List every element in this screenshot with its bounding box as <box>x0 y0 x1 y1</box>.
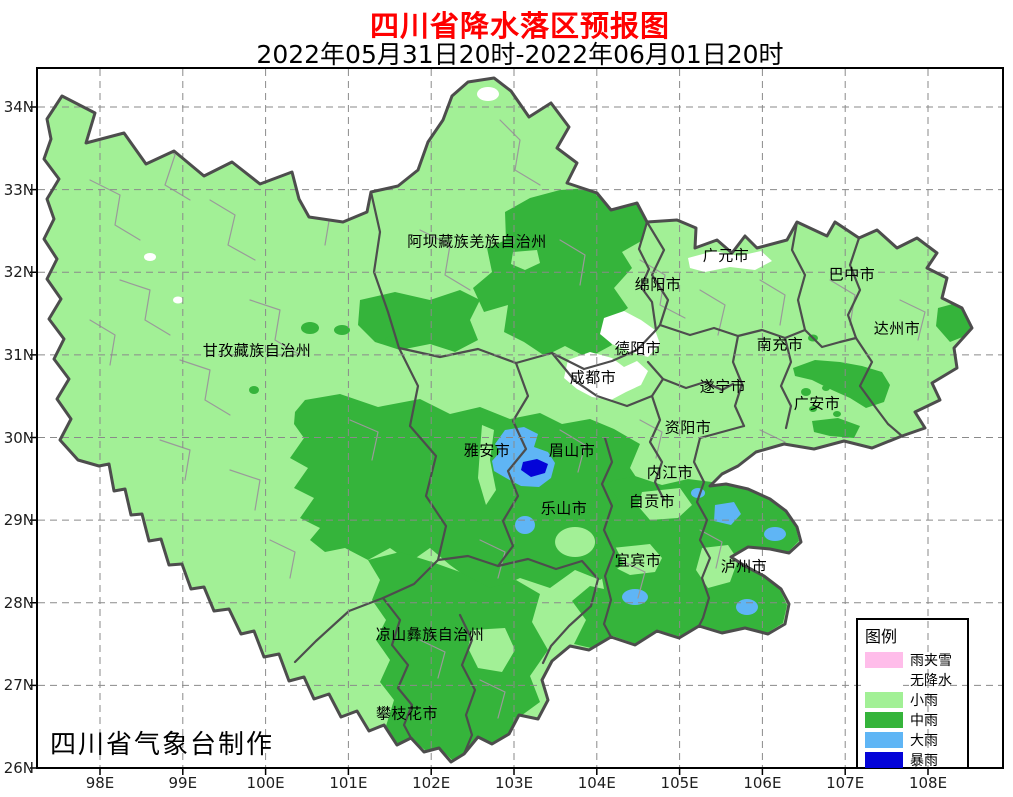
axis-ticks <box>30 106 929 775</box>
plot-frame <box>36 67 1004 769</box>
region-label: 德阳市 <box>614 339 662 358</box>
legend: 图例 雨夹雪无降水小雨中雨大雨暴雨 <box>856 618 969 769</box>
no-precip-mianyang-band <box>688 251 772 272</box>
region-label: 泸州市 <box>720 557 768 576</box>
region-label: 自贡市 <box>628 492 676 511</box>
region-label: 乐山市 <box>540 499 588 518</box>
region-label: 雅安市 <box>463 441 511 460</box>
region-label: 甘孜藏族自治州 <box>202 341 312 360</box>
region-label: 成都市 <box>569 368 617 387</box>
province-border <box>42 76 974 764</box>
no-precip-blob <box>477 87 499 101</box>
legend-swatch <box>865 712 903 728</box>
moderate-rain-areas <box>249 188 972 760</box>
region-label: 眉山市 <box>548 441 596 460</box>
y-tick-label: 34N <box>3 98 34 116</box>
legend-item: 暴雨 <box>865 750 967 770</box>
y-tick-label: 33N <box>3 180 34 199</box>
legend-swatch <box>865 752 903 768</box>
moderate-rain-blob <box>822 385 830 391</box>
y-tick-label: 28N <box>3 593 34 612</box>
moderate-rain-blob <box>334 325 350 335</box>
x-tick-label: 102E <box>412 774 451 792</box>
moderate-rain-aba-west-lobe <box>358 290 480 352</box>
y-tick-label: 27N <box>3 676 34 695</box>
region-label: 南充市 <box>756 335 804 354</box>
page-title: 四川省降水落区预报图 <box>369 9 670 43</box>
no-precip-blob <box>747 210 767 222</box>
region-label: 绵阳市 <box>634 275 682 294</box>
region-label: 广安市 <box>793 394 841 413</box>
x-tick-label: 108E <box>908 774 948 792</box>
legend-items: 雨夹雪无降水小雨中雨大雨暴雨 <box>865 650 967 770</box>
legend-label: 无降水 <box>910 673 952 689</box>
heavy-rain-blob <box>622 589 648 605</box>
attribution: 四川省气象台制作 <box>50 730 275 760</box>
region-label: 宜宾市 <box>614 551 662 570</box>
region-label: 遂宁市 <box>699 377 747 396</box>
legend-item: 小雨 <box>865 690 967 710</box>
y-tick-label: 31N <box>3 345 34 364</box>
heavy-rain-luzhou-north <box>714 502 741 525</box>
legend-swatch <box>865 732 903 748</box>
x-tick-label: 99E <box>168 774 198 792</box>
legend-item: 雨夹雪 <box>865 650 967 670</box>
legend-item: 大雨 <box>865 730 967 750</box>
moderate-rain-blob <box>301 322 319 334</box>
y-tick-label: 32N <box>3 263 34 282</box>
moderate-rain-blob <box>249 386 259 394</box>
moderate-rain-dazhou <box>793 360 890 408</box>
region-label: 攀枝花市 <box>375 704 439 723</box>
moderate-rain-aba <box>473 188 648 358</box>
legend-label: 暴雨 <box>910 753 938 769</box>
moderate-rain-huaying-ridge <box>812 418 860 438</box>
heavy-rain-blob <box>515 516 535 534</box>
x-tick-label: 106E <box>743 774 782 792</box>
x-tick-label: 101E <box>329 774 368 792</box>
heavy-rain-blob <box>736 599 758 615</box>
region-label: 资阳市 <box>664 418 712 437</box>
x-tick-label: 107E <box>826 774 865 792</box>
moderate-rain-blob <box>833 411 841 417</box>
y-tick-label: 30N <box>3 428 34 447</box>
no-precip-blob <box>144 253 156 261</box>
legend-label: 大雨 <box>910 733 938 749</box>
region-label: 凉山彝族自治州 <box>375 625 485 644</box>
x-tick-label: 103E <box>494 774 534 792</box>
no-precip-blob <box>173 296 183 304</box>
region-label: 内江市 <box>646 463 694 482</box>
legend-label: 雨夹雪 <box>910 653 952 669</box>
moderate-rain-blob <box>809 406 817 412</box>
moderate-rain-yaan-leshan <box>290 394 644 592</box>
legend-swatch <box>865 652 903 668</box>
moderate-rain-liangshan-panzhihua <box>368 552 548 760</box>
legend-swatch <box>865 692 903 708</box>
legend-title: 图例 <box>865 627 898 646</box>
x-tick-label: 104E <box>577 774 616 792</box>
region-label: 阿坝藏族羌族自治州 <box>407 232 547 251</box>
x-tick-label: 105E <box>660 774 699 792</box>
heavy-rain-blob <box>764 527 786 541</box>
legend-item: 无降水 <box>865 670 967 690</box>
region-label: 巴中市 <box>828 265 876 284</box>
legend-label: 中雨 <box>910 713 938 729</box>
forecast-period: 2022年05月31日20时-2022年06月01日20时 <box>256 40 784 69</box>
region-label: 达州市 <box>873 319 921 338</box>
legend-label: 小雨 <box>910 693 938 709</box>
legend-swatch <box>865 672 903 688</box>
graticule-gridlines <box>38 69 1002 767</box>
y-tick-label: 26N <box>3 759 34 777</box>
no-precip-deyang <box>600 311 660 357</box>
legend-item: 中雨 <box>865 710 967 730</box>
y-tick-label: 29N <box>3 511 34 530</box>
x-tick-label: 100E <box>246 774 285 792</box>
moderate-rain-blob <box>801 388 811 396</box>
region-label: 广元市 <box>702 246 750 265</box>
storm-rain-yaan <box>521 459 548 477</box>
x-tick-label: 98E <box>85 774 115 792</box>
